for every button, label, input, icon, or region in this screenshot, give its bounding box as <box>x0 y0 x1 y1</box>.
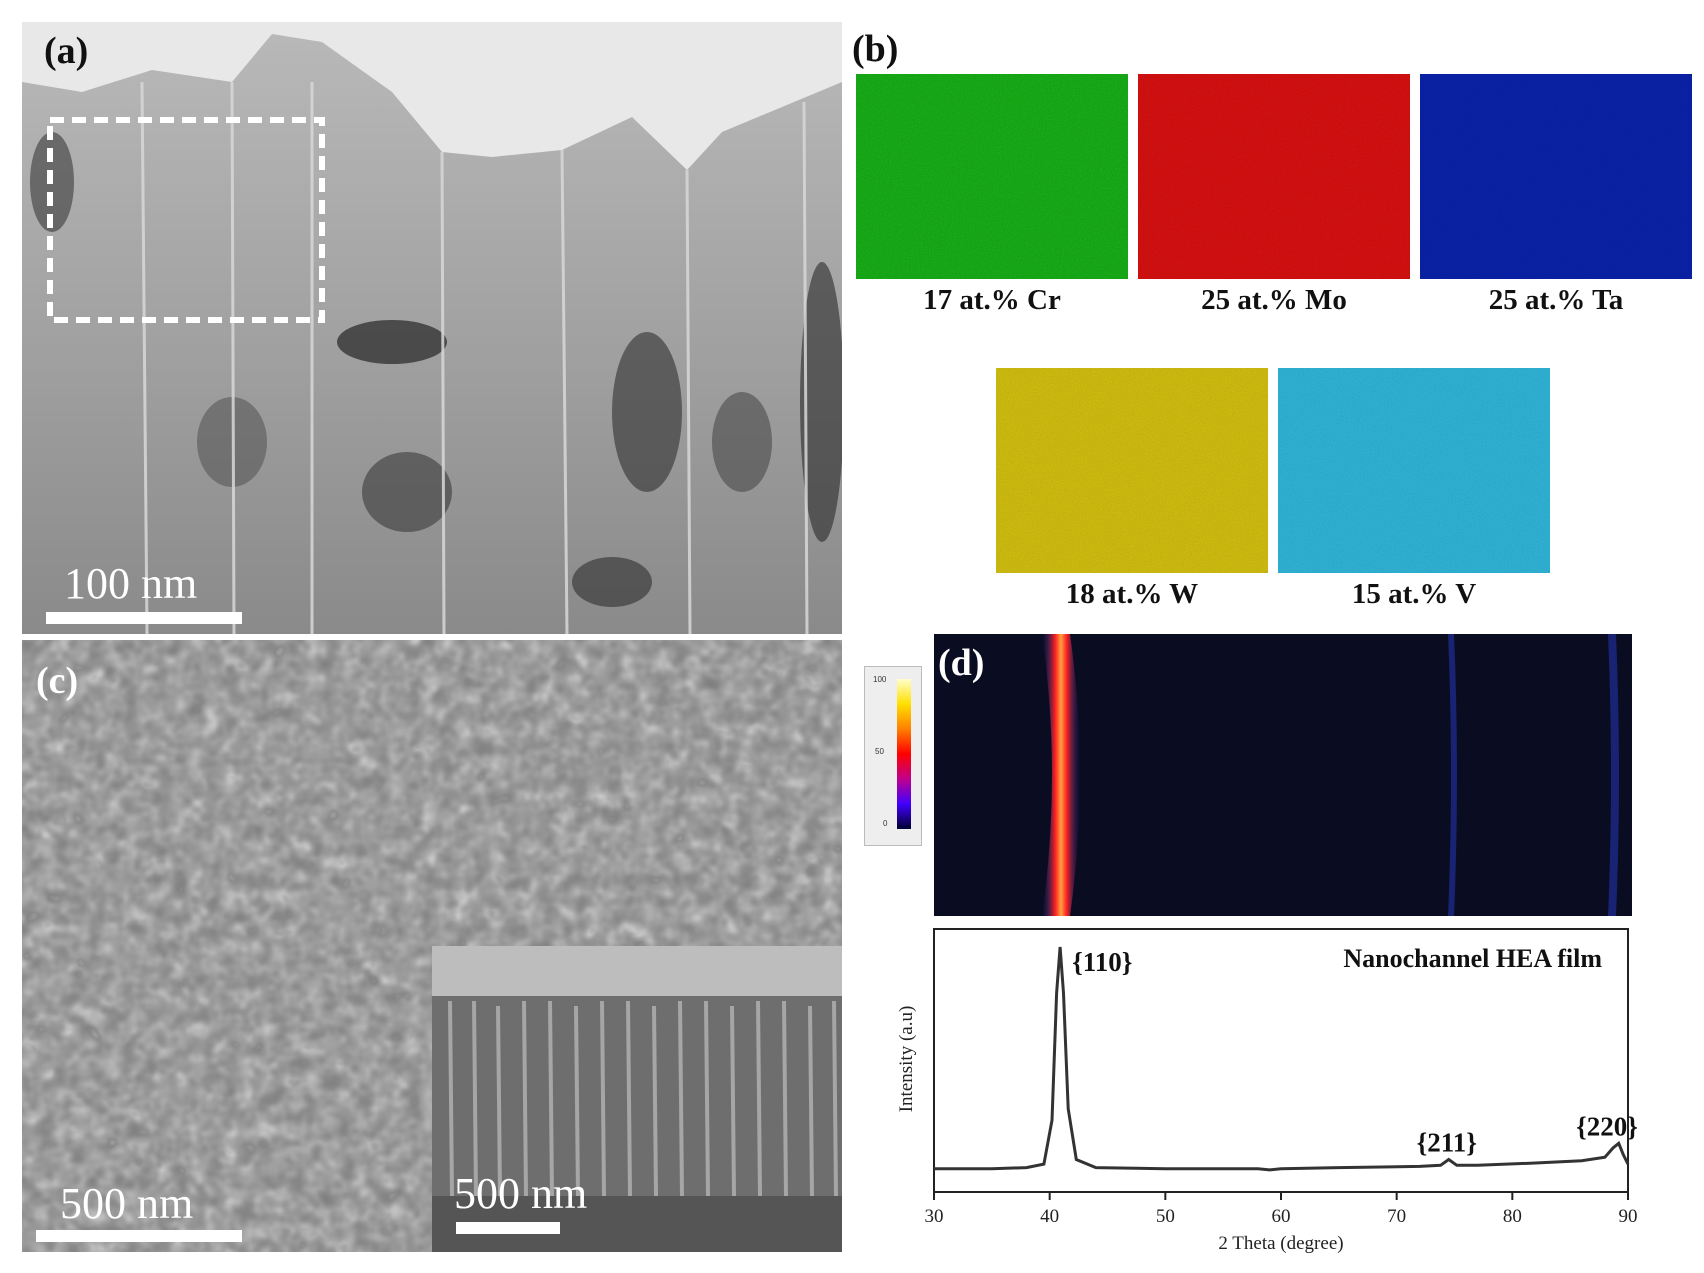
peak-label: {110} <box>1072 947 1132 977</box>
x-tick-label: 40 <box>1040 1206 1059 1227</box>
panel-b-label: (b) <box>852 28 899 70</box>
panel-c-inset-scale-text: 500 nm <box>454 1169 588 1218</box>
xrd-colorbar-tick-100: 100 <box>873 675 887 684</box>
map-ta <box>1420 74 1692 279</box>
panel-c-inset: 500 nm <box>432 946 842 1252</box>
peak-label: {220} <box>1576 1111 1638 1141</box>
panel-a-tem-image: (a) 100 nm <box>22 22 842 634</box>
map-v-label: 15 at.% V <box>1351 578 1477 610</box>
panel-c-scale-bar <box>36 1230 242 1242</box>
map-w-label: 18 at.% W <box>1065 578 1199 610</box>
panel-a-scale-bar <box>46 612 242 624</box>
panel-c-inset-scale-bar <box>456 1222 560 1234</box>
map-cr-label: 17 at.% Cr <box>923 284 1061 316</box>
map-w <box>996 368 1268 573</box>
xrd-plot-frame <box>933 928 1629 1193</box>
map-mo <box>1138 74 1410 279</box>
xrd-colorbar-tick-0: 0 <box>883 819 888 828</box>
panel-c-label: (c) <box>36 660 79 702</box>
x-tick-label: 70 <box>1387 1206 1406 1227</box>
map-v <box>1278 368 1550 573</box>
xrd-colorbar-tick-50: 50 <box>875 747 884 756</box>
x-tick-label: 60 <box>1272 1206 1291 1227</box>
x-tick-label: 80 <box>1503 1206 1522 1227</box>
xrd-colorbar-gradient <box>897 679 911 829</box>
peak-label: {211} <box>1417 1128 1477 1158</box>
xrd-colorbar: 100 50 0 <box>864 666 922 846</box>
x-tick-label: 50 <box>1156 1206 1175 1227</box>
x-tick-label: 30 <box>925 1206 944 1227</box>
xrd-2d-frame <box>934 634 1632 916</box>
panel-b-eds-maps: (b) 17 at.% Cr 25 at.% Mo 25 at. <box>842 0 1704 634</box>
map-mo-label: 25 at.% Mo <box>1201 284 1347 316</box>
panel-a-scale-text: 100 nm <box>64 559 198 608</box>
panel-d-xrd: 100 50 0 (d) 30 40 50 60 70 80 90 {110} <box>842 634 1704 1273</box>
tem-image-graphic <box>22 22 842 634</box>
panel-a-label: (a) <box>44 30 89 72</box>
map-cr <box>856 74 1128 279</box>
xrd-peak-labels: {110} {211} {220} <box>1072 947 1638 1158</box>
map-ta-label: 25 at.% Ta <box>1488 284 1624 316</box>
xrd-x-axis-title: 2 Theta (degree) <box>1218 1233 1343 1254</box>
xrd-pattern-chart: 30 40 50 60 70 80 90 {110} {211} {220} Nanochann… <box>896 928 1638 1254</box>
panel-d-label: (d) <box>938 642 985 684</box>
xrd-series-line <box>934 946 1630 1172</box>
panel-c-sem-image: (c) 500 nm <box>22 640 842 1252</box>
x-tick-label: 90 <box>1619 1206 1638 1227</box>
xrd-series-label: Nanochannel HEA film <box>1343 944 1602 973</box>
xrd-x-ticks: 30 40 50 60 70 80 90 <box>925 1192 1638 1227</box>
xrd-y-axis-title: Intensity (a.u) <box>896 1006 917 1113</box>
panel-c-scale-text: 500 nm <box>60 1179 194 1228</box>
